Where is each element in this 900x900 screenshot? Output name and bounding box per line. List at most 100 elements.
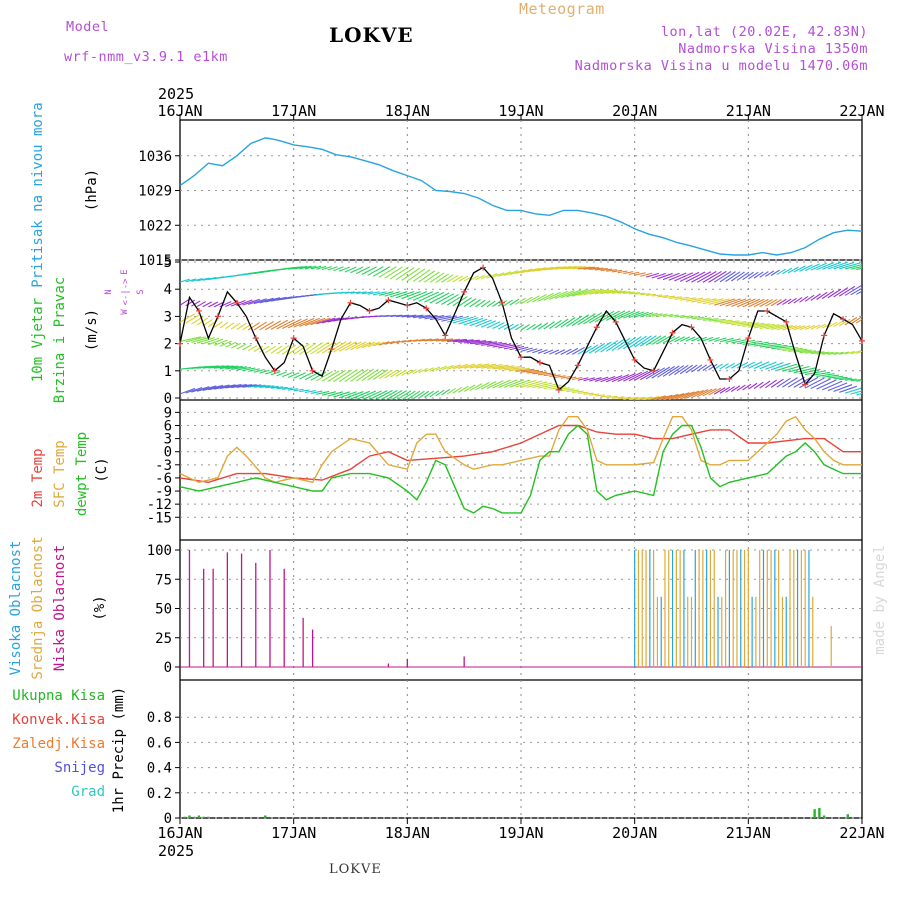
wind-arrow bbox=[799, 368, 821, 375]
wind-gust-mark bbox=[366, 307, 373, 314]
wind-arrow bbox=[606, 395, 618, 399]
wind-arrow bbox=[412, 314, 431, 319]
wind-arrow bbox=[583, 288, 604, 296]
wind-gust-mark bbox=[480, 264, 487, 271]
wind-arrow bbox=[208, 338, 224, 346]
wind-arrow bbox=[441, 294, 459, 305]
time-label-bottom: 22JAN bbox=[839, 824, 884, 842]
wind-arrow bbox=[651, 272, 666, 279]
wind-arrow bbox=[685, 271, 706, 283]
compass-letter: E bbox=[120, 269, 130, 274]
wind-arrow bbox=[753, 342, 776, 347]
wind-arrow bbox=[827, 288, 842, 299]
wind-arrow bbox=[429, 292, 450, 304]
y-tick-label: 25 bbox=[155, 631, 172, 647]
wind-gust-mark bbox=[859, 337, 865, 344]
wind-arrow bbox=[753, 381, 764, 390]
wind-arrow bbox=[486, 300, 496, 308]
wind-arrow bbox=[844, 378, 857, 381]
wind-arrow bbox=[526, 267, 547, 273]
wind-arrow bbox=[344, 266, 357, 273]
wind-arrow bbox=[469, 299, 481, 308]
wind-arrow bbox=[236, 322, 247, 330]
precip-bar bbox=[193, 816, 196, 818]
wind-arrow bbox=[844, 350, 855, 355]
wind-arrow bbox=[316, 317, 336, 325]
wind-arrow bbox=[554, 289, 575, 300]
wind-unit: (m/s) bbox=[84, 309, 100, 351]
wind-arrow bbox=[577, 345, 592, 355]
wind-arrow bbox=[822, 261, 842, 270]
wind-arrow bbox=[401, 267, 421, 281]
y-tick-label: 100 bbox=[147, 543, 172, 559]
y-tick-label: 0.4 bbox=[147, 761, 172, 777]
wind-arrows bbox=[180, 261, 862, 400]
wind-arrow bbox=[600, 340, 619, 353]
wind-arrow bbox=[486, 380, 504, 390]
wind-arrow bbox=[526, 323, 536, 331]
wind-arrow bbox=[361, 266, 377, 276]
y-tick-label: 1 bbox=[164, 364, 172, 380]
wind-arrow bbox=[441, 338, 461, 342]
precip-unit: 1hr Precip (mm) bbox=[111, 687, 127, 813]
wind-label-2: Brzina i Pravac bbox=[52, 277, 68, 403]
wind-gust-mark bbox=[177, 340, 183, 347]
wind-arrow bbox=[458, 339, 481, 343]
wind-arrow bbox=[395, 314, 410, 318]
temp-label-dew: dewpt Temp bbox=[74, 432, 90, 516]
wind-arrow bbox=[628, 292, 641, 295]
wind-arrow bbox=[560, 388, 575, 392]
wind-arrow bbox=[793, 297, 803, 304]
wind-arrow bbox=[668, 296, 682, 300]
wind-arrow bbox=[355, 341, 371, 350]
wind-arrow bbox=[475, 274, 485, 281]
wind-arrow bbox=[418, 291, 439, 302]
wind-arrow bbox=[452, 386, 463, 394]
wind-arrow bbox=[679, 390, 700, 400]
wind-arrow bbox=[543, 349, 554, 355]
wind-arrow bbox=[623, 291, 636, 295]
wind-arrow bbox=[395, 369, 407, 377]
wind-arrow bbox=[713, 363, 723, 370]
wind-arrow bbox=[839, 385, 857, 393]
wind-arrow bbox=[264, 320, 282, 331]
wind-arrow bbox=[577, 391, 589, 394]
wind-arrow bbox=[293, 265, 308, 270]
wind-arrow bbox=[634, 369, 655, 381]
wind-arrow bbox=[412, 368, 423, 375]
wind-arrow bbox=[839, 262, 861, 270]
wind-arrow bbox=[788, 348, 808, 352]
wind-arrow bbox=[481, 341, 503, 346]
precip-bar bbox=[197, 815, 201, 818]
wind-arrow bbox=[361, 368, 379, 382]
wind-arrow bbox=[719, 337, 734, 343]
wind-arrow bbox=[555, 375, 566, 378]
wind-arrow bbox=[691, 271, 712, 283]
wind-arrow bbox=[185, 386, 203, 394]
precip-legend-3: Snijeg bbox=[54, 760, 105, 776]
wind-arrow bbox=[532, 293, 547, 303]
wind-arrow bbox=[407, 339, 419, 343]
wind-arrow bbox=[481, 364, 503, 369]
wind-arrow bbox=[833, 351, 844, 356]
wind-arrow bbox=[213, 339, 228, 346]
wind-arrow bbox=[594, 289, 614, 295]
wind-arrow bbox=[770, 378, 784, 388]
wind-arrow bbox=[304, 342, 323, 355]
wind-arrow bbox=[765, 270, 775, 277]
wind-arrow bbox=[554, 349, 566, 355]
wind-arrow bbox=[583, 344, 599, 355]
wind-arrow bbox=[486, 342, 507, 347]
wind-arrow bbox=[401, 339, 412, 343]
wind-arrow bbox=[549, 349, 560, 355]
wind-arrow bbox=[856, 379, 862, 382]
wind-arrow bbox=[725, 338, 741, 343]
wind-arrow bbox=[429, 390, 440, 398]
wind-arrow bbox=[816, 323, 826, 330]
wind-arrow bbox=[458, 317, 479, 325]
wind-arrow bbox=[736, 361, 749, 369]
wind-arrow bbox=[282, 387, 293, 390]
wind-arrow bbox=[537, 372, 552, 376]
wind-arrow bbox=[736, 298, 756, 308]
wind-arrow bbox=[765, 361, 784, 370]
